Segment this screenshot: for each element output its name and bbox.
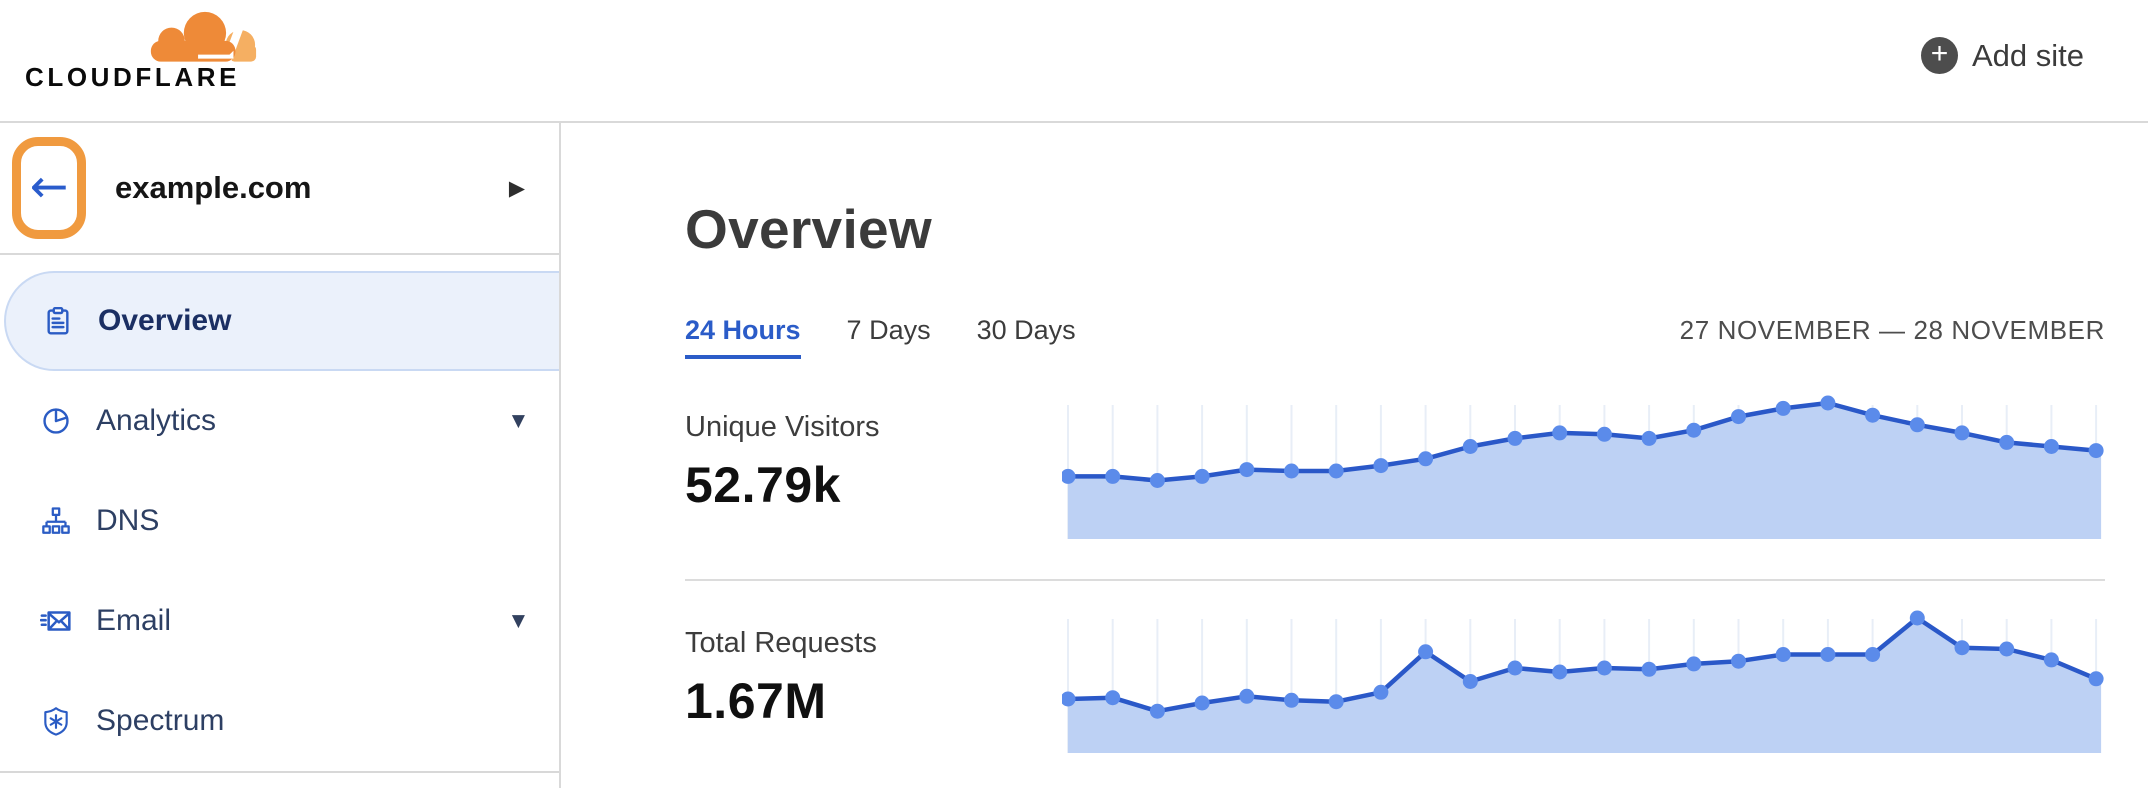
main-content: Overview 24 Hours 7 Days 30 Days 27 NOVEMB…: [561, 123, 2148, 788]
tab-30-days[interactable]: 30 Days: [976, 315, 1076, 345]
stat-label: Total Requests: [685, 627, 877, 659]
unique-visitors-info: Unique Visitors 52.79k: [685, 385, 1062, 541]
add-site-button[interactable]: + Add site: [1915, 36, 2090, 75]
clipboard-icon: [40, 303, 76, 339]
zone-expand-icon[interactable]: ▶: [508, 176, 525, 200]
sidebar-item-spectrum[interactable]: Spectrum: [0, 671, 559, 771]
time-range-tabs: 24 Hours 7 Days 30 Days: [685, 315, 1122, 359]
zone-selector-row: ← example.com ▶: [0, 123, 559, 255]
sidebar-item-label: Spectrum: [96, 704, 225, 737]
sidebar-nav: Overview Analytics ▼ DNS Email ▼ Spectrum: [0, 255, 559, 771]
dns-tree-icon: [38, 503, 74, 539]
total-requests-section: Total Requests 1.67M: [685, 597, 2105, 757]
stat-label: Unique Visitors: [685, 411, 880, 443]
sidebar-item-email[interactable]: Email ▼: [0, 571, 559, 671]
unique-visitors-section: Unique Visitors 52.79k: [685, 385, 2105, 541]
sidebar-item-dns[interactable]: DNS: [0, 471, 559, 571]
pie-chart-icon: [38, 403, 74, 439]
email-icon: [38, 603, 74, 639]
page-title: Overview: [685, 198, 932, 260]
time-range-bar: 24 Hours 7 Days 30 Days 27 NOVEMBER — 28 N…: [685, 315, 2105, 359]
chevron-down-icon[interactable]: ▼: [511, 611, 525, 631]
stat-value: 1.67M: [685, 673, 827, 729]
unique-visitors-chart: [1062, 395, 2104, 539]
sidebar-item-analytics[interactable]: Analytics ▼: [0, 371, 559, 471]
tab-24-hours[interactable]: 24 Hours: [685, 315, 801, 359]
total-requests-chart: [1062, 610, 2104, 753]
cloudflare-logo-text: CLOUDFLARE: [25, 62, 241, 92]
sidebar-item-label: Email: [96, 604, 172, 637]
tab-7-days[interactable]: 7 Days: [846, 315, 931, 345]
zone-name: example.com: [115, 170, 312, 205]
top-header: CLOUDFLARE + Add site: [0, 0, 2148, 123]
sidebar-item-label: Overview: [98, 304, 232, 337]
back-arrow-icon: ←: [29, 159, 69, 213]
plus-icon: +: [1920, 37, 1958, 74]
section-divider: [685, 579, 2105, 581]
cloudflare-logo[interactable]: CLOUDFLARE: [25, 8, 265, 93]
sidebar: ← example.com ▶ Overview Analytics ▼ DNS Ema…: [0, 123, 561, 788]
back-button[interactable]: ←: [12, 137, 86, 239]
sidebar-item-label: DNS: [96, 504, 160, 537]
total-requests-info: Total Requests 1.67M: [685, 597, 1062, 757]
sidebar-item-label: Analytics: [96, 404, 217, 437]
cloudflare-cloud-icon: [150, 11, 257, 64]
shield-icon: [38, 703, 74, 739]
sidebar-item-overview[interactable]: Overview: [4, 271, 559, 371]
stat-value: 52.79k: [685, 457, 841, 513]
chevron-down-icon[interactable]: ▼: [511, 411, 525, 431]
add-site-label: Add site: [1971, 37, 2084, 73]
sidebar-divider: [0, 771, 559, 773]
date-range-label: 27 NOVEMBER — 28 NOVEMBER: [1679, 315, 2105, 345]
